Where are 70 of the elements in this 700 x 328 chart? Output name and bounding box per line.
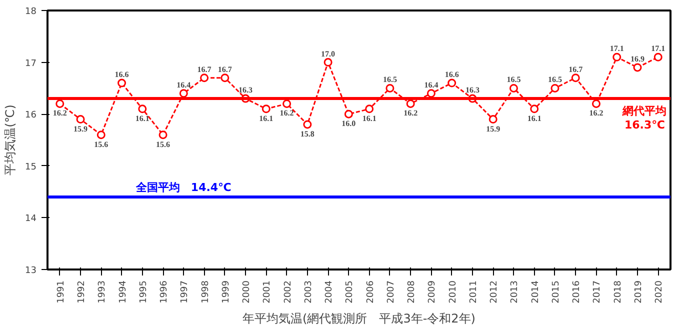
data-label: 16.5 (506, 75, 521, 84)
data-label: 16.6 (114, 70, 129, 80)
x-tick-label: 2000 (242, 280, 252, 304)
data-label: 15.6 (156, 140, 170, 149)
y-tick-label: 16 (25, 110, 37, 121)
x-tick-label: 2004 (324, 280, 335, 304)
data-label: 15.9 (486, 124, 500, 134)
x-tick-label: 1995 (138, 280, 149, 304)
y-axis-title: 平均気温(℃) (3, 104, 18, 176)
data-label: 16.7 (568, 64, 583, 74)
data-label: 15.6 (94, 140, 108, 149)
x-tick-label: 1992 (77, 280, 88, 304)
y-tick-label: 17 (25, 58, 36, 69)
data-label: 16.1 (259, 114, 274, 123)
x-tick-label: 2005 (345, 280, 356, 304)
x-tick-label: 1993 (98, 280, 108, 304)
x-tick-label: 1998 (200, 280, 211, 304)
data-label: 16.1 (527, 114, 542, 123)
x-tick-label: 2002 (283, 280, 294, 304)
x-tick-label: 2015 (551, 280, 562, 304)
x-tick-label: 1997 (180, 280, 190, 304)
x-tick-label: 2019 (634, 280, 644, 304)
data-label: 16.2 (589, 108, 604, 118)
x-tick-label: 2018 (613, 280, 624, 304)
data-label: 16.0 (342, 119, 356, 128)
data-label: 16.4 (424, 80, 438, 90)
x-tick-label: 1991 (56, 280, 66, 304)
x-tick-label: 2008 (407, 280, 418, 304)
data-label: 16.7 (197, 64, 212, 74)
x-tick-label: 2010 (448, 280, 458, 304)
data-label: 16.2 (404, 108, 418, 118)
x-tick-label: 1996 (160, 280, 170, 304)
x-tick-label: 1999 (221, 280, 232, 304)
ref-line-label: 網代平均 16.3℃ (622, 104, 667, 132)
data-label: 15.8 (300, 129, 314, 138)
data-label: 15.9 (74, 124, 88, 134)
y-tick-label: 14 (25, 214, 37, 224)
data-label: 16.6 (444, 70, 459, 80)
x-tick-label: 1994 (118, 280, 128, 304)
x-tick-label: 2014 (530, 280, 541, 304)
x-tick-label: 2016 (572, 280, 582, 304)
x-tick-label: 2011 (468, 280, 479, 304)
x-tick-label: 2007 (386, 280, 396, 304)
data-label: 16.5 (548, 75, 562, 84)
y-tick-label: 13 (25, 266, 36, 276)
data-label: 16.7 (218, 64, 232, 74)
data-label: 16.2 (52, 108, 67, 118)
x-tick-label: 2009 (428, 280, 438, 304)
data-label: 16.2 (280, 108, 294, 118)
data-label: 17.0 (321, 49, 336, 58)
x-tick-label: 2006 (366, 280, 376, 304)
data-label: 17.1 (651, 44, 666, 54)
x-tick-label: 2017 (592, 280, 603, 304)
x-tick-label: 2013 (510, 280, 520, 304)
data-label: 16.9 (630, 54, 644, 64)
x-tick-label: 2020 (654, 280, 665, 304)
data-label: 16.3 (465, 86, 480, 95)
data-label: 17.1 (610, 44, 624, 54)
data-label: 16.5 (382, 75, 397, 84)
x-axis-title: 年平均気温(網代観測所 平成3年-令和2年) (242, 311, 476, 326)
data-label: 16.4 (176, 80, 191, 90)
ref-line-label: 全国平均 14.4℃ (134, 180, 232, 194)
data-label: 16.1 (362, 114, 376, 123)
data-label: 16.3 (238, 86, 253, 95)
y-tick-label: 15 (25, 162, 36, 172)
data-label: 16.1 (135, 114, 150, 123)
x-tick-label: 2001 (262, 280, 273, 304)
x-tick-label: 2003 (304, 280, 314, 304)
y-tick-label: 18 (25, 7, 37, 17)
x-tick-label: 2012 (490, 280, 500, 304)
